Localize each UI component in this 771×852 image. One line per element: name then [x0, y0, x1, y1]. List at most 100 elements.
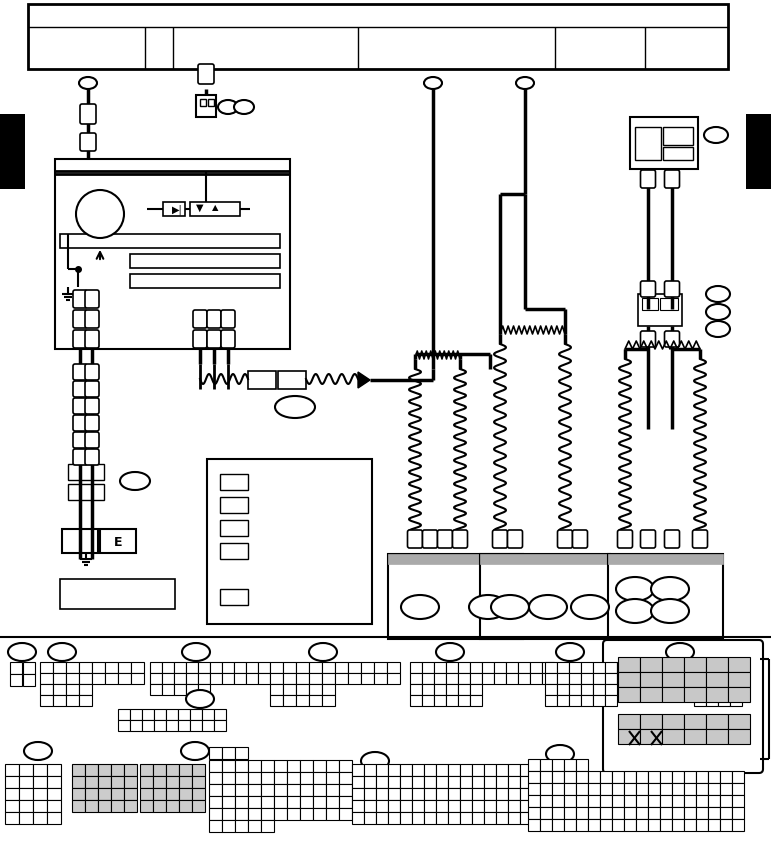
FancyBboxPatch shape [73, 365, 87, 381]
Circle shape [76, 191, 124, 239]
FancyBboxPatch shape [665, 282, 679, 297]
Bar [542, 673, 554, 684]
Bar [612, 807, 624, 819]
Bar [641, 662, 653, 673]
Bar [209, 796, 222, 808]
Ellipse shape [309, 643, 337, 661]
Bar [5, 812, 19, 824]
Bar [448, 800, 460, 812]
Bar [400, 800, 412, 812]
Bar [274, 796, 287, 808]
Bar [484, 776, 496, 788]
Bar [274, 808, 287, 820]
Bar [557, 684, 569, 695]
Bar [448, 812, 460, 824]
Bar [153, 776, 166, 788]
Ellipse shape [182, 643, 210, 661]
Bar [111, 800, 124, 812]
Bar [448, 788, 460, 800]
Bar [422, 695, 434, 706]
Bar [162, 662, 174, 673]
Bar [19, 800, 33, 812]
FancyBboxPatch shape [437, 531, 453, 549]
Bar [248, 820, 261, 832]
Bar [235, 796, 248, 808]
Bar [209, 784, 222, 796]
Bar [153, 800, 166, 812]
Bar [100, 529, 136, 553]
Bar [313, 784, 326, 796]
Bar [552, 795, 564, 807]
Ellipse shape [181, 742, 209, 760]
Bar [593, 695, 605, 706]
Bar [376, 764, 388, 776]
Bar [460, 788, 472, 800]
Bar [47, 800, 61, 812]
Bar [10, 674, 22, 686]
Bar [40, 695, 53, 706]
Bar [313, 772, 326, 784]
Bar [222, 772, 235, 784]
Bar [412, 800, 424, 812]
Bar [545, 662, 557, 673]
FancyBboxPatch shape [207, 331, 221, 348]
Bar [410, 662, 422, 673]
Bar [746, 115, 771, 190]
Bar [162, 684, 174, 695]
Bar [434, 684, 446, 695]
Bar [552, 783, 564, 795]
Bar [140, 764, 153, 776]
Bar [68, 464, 104, 481]
Bar [220, 475, 248, 491]
Bar [192, 788, 205, 800]
Bar [111, 788, 124, 800]
Bar [422, 684, 434, 695]
Bar [569, 695, 581, 706]
Bar [564, 795, 576, 807]
Bar [660, 783, 672, 795]
Bar [166, 764, 179, 776]
Bar [326, 808, 339, 820]
Bar [434, 662, 446, 673]
Bar [19, 812, 33, 824]
FancyBboxPatch shape [73, 416, 87, 431]
Bar [588, 807, 600, 819]
Bar [326, 784, 339, 796]
Bar [540, 771, 552, 783]
Bar [564, 819, 576, 831]
Bar [648, 771, 660, 783]
Bar [85, 788, 98, 800]
Bar [66, 662, 79, 673]
Bar [222, 796, 235, 808]
Bar [208, 100, 214, 106]
Bar [660, 807, 672, 819]
Bar [684, 657, 706, 672]
Polygon shape [358, 372, 370, 389]
Bar [287, 772, 300, 784]
FancyBboxPatch shape [193, 311, 207, 329]
Bar [10, 662, 22, 674]
Ellipse shape [516, 78, 534, 90]
Bar [600, 783, 612, 795]
Bar [684, 819, 696, 831]
Bar [576, 807, 588, 819]
Bar [662, 688, 684, 702]
Bar [246, 673, 258, 684]
Bar [640, 714, 662, 729]
Bar [300, 760, 313, 772]
Bar [387, 662, 400, 673]
Bar [694, 695, 706, 706]
Bar [605, 684, 617, 695]
Bar [696, 807, 708, 819]
Bar [339, 760, 352, 772]
FancyBboxPatch shape [641, 282, 655, 297]
Bar [388, 788, 400, 800]
Bar [352, 776, 364, 788]
Bar [326, 772, 339, 784]
Bar [410, 673, 422, 684]
FancyBboxPatch shape [73, 450, 87, 465]
Bar [436, 812, 448, 824]
Bar [376, 788, 388, 800]
Bar [387, 673, 400, 684]
Ellipse shape [186, 690, 214, 708]
